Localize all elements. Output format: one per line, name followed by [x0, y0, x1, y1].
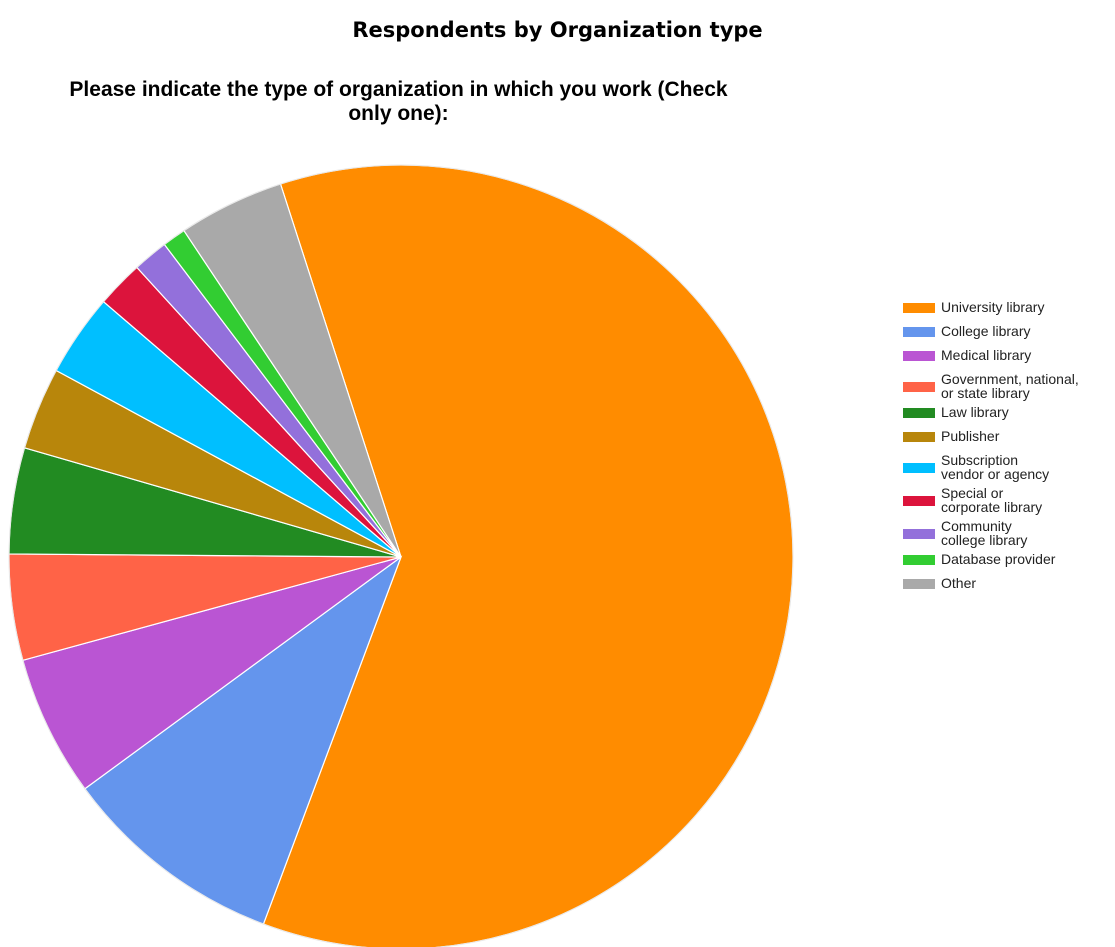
legend-label: Database provider [941, 551, 1056, 567]
legend-swatch [903, 579, 935, 589]
legend-label: Special or corporate library [941, 485, 1043, 515]
legend-swatch [903, 463, 935, 473]
legend-item: Community college library [900, 518, 1112, 551]
legend-swatch [903, 408, 935, 418]
legend-label: University library [941, 299, 1045, 315]
pie-outline [8, 164, 794, 947]
legend-swatch [903, 351, 935, 361]
legend-label: College library [941, 323, 1031, 339]
legend-label: Government, national, or state library [941, 371, 1079, 401]
legend-item: Publisher [900, 428, 1112, 452]
legend-label: Publisher [941, 428, 1000, 444]
legend-item: Law library [900, 404, 1112, 428]
legend-swatch [903, 432, 935, 442]
legend-item: University library [900, 299, 1112, 323]
chart-title-line-1: Please indicate the type of organization… [69, 78, 728, 101]
legend-swatch [903, 382, 935, 392]
legend-item: Database provider [900, 551, 1112, 575]
legend-label: Law library [941, 404, 1009, 420]
legend-swatch [903, 496, 935, 506]
legend-item: Medical library [900, 347, 1112, 371]
legend-item: College library [900, 323, 1112, 347]
page-title: Respondents by Organization type [352, 18, 763, 42]
legend-label: Subscription vendor or agency [941, 452, 1050, 482]
chart-title: Please indicate the type of organization… [0, 78, 797, 126]
legend-item: Other [900, 575, 1112, 599]
chart-title-line-2: only one): [348, 102, 449, 125]
legend-swatch [903, 529, 935, 539]
legend-label: Medical library [941, 347, 1032, 363]
legend-item: Subscription vendor or agency [900, 452, 1112, 485]
legend-label: Community college library [941, 518, 1028, 548]
chart-legend: University library College library Medical… [900, 299, 1112, 599]
legend-swatch [903, 555, 935, 565]
legend-swatch [903, 303, 935, 313]
legend-item: Government, national, or state library [900, 371, 1112, 404]
legend-item: Special or corporate library [900, 485, 1112, 518]
legend-label: Other [941, 575, 977, 591]
legend-swatch [903, 327, 935, 337]
